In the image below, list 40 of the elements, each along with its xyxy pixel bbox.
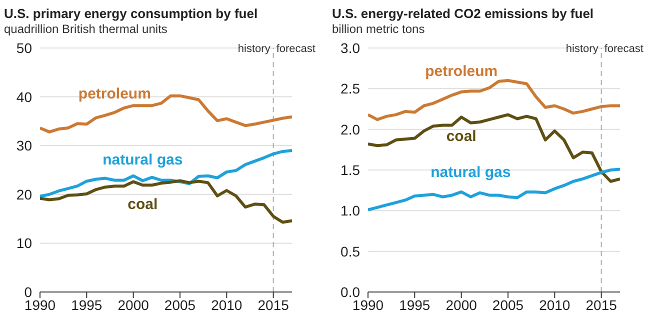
x-tick-label: 2000 (446, 296, 478, 313)
y-tick-label: 1.5 (340, 162, 360, 178)
y-tick-label: 0.5 (340, 243, 360, 260)
line-series (368, 79, 620, 122)
y-tick-label: 2.5 (340, 80, 360, 97)
y-tick-label: 2.0 (340, 121, 360, 138)
series-label: coal (446, 128, 476, 146)
line-series (368, 168, 620, 212)
x-tick-label: 1995 (399, 296, 430, 313)
x-tick-label: 2000 (118, 296, 150, 313)
line-series (40, 179, 292, 224)
x-tick-label: 2015 (586, 296, 618, 313)
series-label: coal (128, 196, 158, 214)
x-tick-label: 1995 (71, 296, 102, 313)
x-tick-label: 2015 (258, 296, 290, 313)
series-label: natural gas (430, 164, 511, 181)
y-tick-label: 10 (16, 235, 32, 252)
chart-title: U.S. energy-related CO2 emissions by fuel (332, 6, 594, 21)
y-tick-label: 3.0 (340, 40, 360, 56)
x-tick-label: 2005 (492, 296, 524, 313)
series-label: petroleum (425, 62, 498, 80)
annotation: forecast (276, 43, 316, 55)
line-series (368, 113, 620, 183)
annotation: history (566, 43, 599, 55)
series-label: natural gas (102, 152, 183, 169)
chart-title: U.S. primary energy consumption by fuel (4, 6, 258, 21)
x-tick-label: 2010 (539, 296, 570, 313)
y-tick-label: 1.0 (340, 202, 360, 219)
y-tick-label: 20 (16, 186, 32, 202)
y-tick-label: 50 (16, 40, 32, 56)
series-label: petroleum (78, 85, 151, 102)
chart-subtitle: billion metric tons (332, 22, 425, 36)
annotation: history (238, 43, 271, 55)
chart-subtitle: quadrillion British thermal units (4, 22, 168, 36)
x-tick-label: 2010 (211, 296, 242, 313)
line-series (40, 148, 292, 198)
y-tick-label: 40 (16, 88, 32, 105)
x-tick-label: 2005 (164, 296, 196, 313)
annotation: forecast (604, 43, 644, 55)
y-tick-label: 30 (16, 138, 32, 154)
